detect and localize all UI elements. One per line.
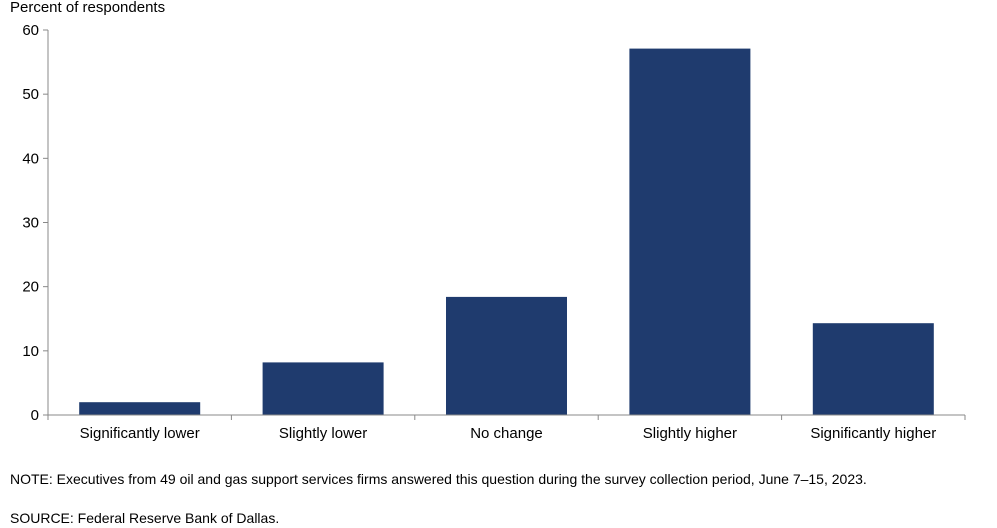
x-tick-label: Slightly higher — [643, 425, 737, 442]
note-text: NOTE: Executives from 49 oil and gas sup… — [10, 471, 867, 487]
y-tick-label: 0 — [31, 407, 39, 424]
bar — [262, 362, 384, 415]
y-tick-label: 60 — [22, 22, 39, 39]
x-tick-label: Significantly lower — [80, 425, 200, 442]
y-tick-label: 30 — [22, 215, 39, 232]
bar — [812, 323, 934, 415]
y-axis-title: Percent of respondents — [10, 0, 166, 16]
chart-plot: 0 10 20 30 40 50 60 Significantly lower Slightly… — [22, 22, 966, 442]
bar — [446, 296, 567, 415]
bar — [629, 48, 751, 415]
y-tick-label: 10 — [22, 343, 39, 360]
y-tick-label: 40 — [22, 150, 39, 167]
y-tick-label: 20 — [22, 279, 39, 296]
y-tick-label: 50 — [22, 86, 39, 103]
x-tick-label: No change — [470, 425, 543, 442]
x-tick-label: Significantly higher — [810, 425, 936, 442]
bar — [79, 402, 201, 415]
source-text: SOURCE: Federal Reserve Bank of Dallas. — [10, 510, 280, 526]
x-tick-label: Slightly lower — [279, 425, 367, 442]
